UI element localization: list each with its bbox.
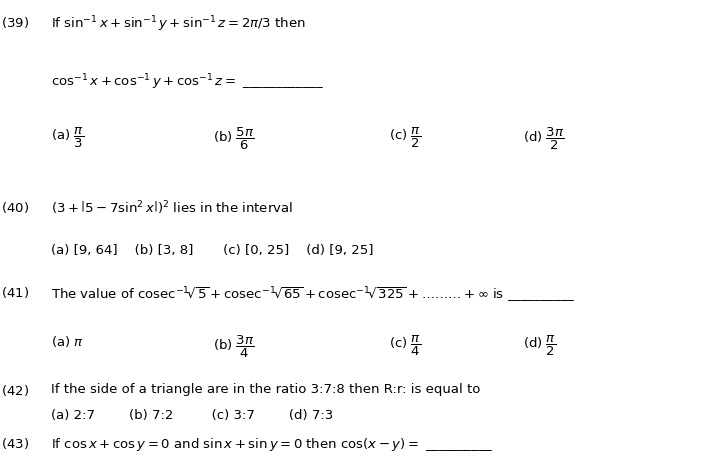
Text: (c) $\dfrac{\pi}{4}$: (c) $\dfrac{\pi}{4}$ xyxy=(389,334,421,358)
Text: If $\sin^{-1}x+\sin^{-1}y+\sin^{-1}z=2\pi/3$ then: If $\sin^{-1}x+\sin^{-1}y+\sin^{-1}z=2\p… xyxy=(51,15,306,34)
Text: If the side of a triangle are in the ratio 3:7:8 then R:r: is equal to: If the side of a triangle are in the rat… xyxy=(51,383,480,396)
Text: (a) [9, 64]    (b) [3, 8]       (c) [0, 25]    (d) [9, 25]: (a) [9, 64] (b) [3, 8] (c) [0, 25] (d) [… xyxy=(51,244,373,257)
Text: (a) $\dfrac{\pi}{3}$: (a) $\dfrac{\pi}{3}$ xyxy=(51,126,84,150)
Text: (b) $\dfrac{5\pi}{6}$: (b) $\dfrac{5\pi}{6}$ xyxy=(213,126,254,152)
Text: (a) $\pi$: (a) $\pi$ xyxy=(51,334,84,349)
Text: (a) 2:7        (b) 7:2         (c) 3:7        (d) 7:3: (a) 2:7 (b) 7:2 (c) 3:7 (d) 7:3 xyxy=(51,409,333,423)
Text: (d) $\dfrac{\pi}{2}$: (d) $\dfrac{\pi}{2}$ xyxy=(523,334,556,358)
Text: $(41)$: $(41)$ xyxy=(1,285,29,300)
Text: $(43)$: $(43)$ xyxy=(1,436,29,451)
Text: $\left(3+\left|5-7\sin^{2}x\right|\right)^{2}$ lies in the interval: $\left(3+\left|5-7\sin^{2}x\right|\right… xyxy=(51,200,293,218)
Text: $(40)$: $(40)$ xyxy=(1,200,29,215)
Text: $(39)$: $(39)$ xyxy=(1,15,29,30)
Text: (c) $\dfrac{\pi}{2}$: (c) $\dfrac{\pi}{2}$ xyxy=(389,126,421,150)
Text: $\cos^{-1}x+\cos^{-1}y+\cos^{-1}z=$ ____________: $\cos^{-1}x+\cos^{-1}y+\cos^{-1}z=$ ____… xyxy=(51,73,324,92)
Text: (b) $\dfrac{3\pi}{4}$: (b) $\dfrac{3\pi}{4}$ xyxy=(213,334,254,360)
Text: If $\cos x+\cos y=0$ and $\sin x+\sin y=0$ then $\cos(x-y)=$ __________: If $\cos x+\cos y=0$ and $\sin x+\sin y=… xyxy=(51,436,493,453)
Text: (d) $\dfrac{3\pi}{2}$: (d) $\dfrac{3\pi}{2}$ xyxy=(523,126,564,152)
Text: $(42)$: $(42)$ xyxy=(1,383,29,398)
Text: The value of $\mathrm{cosec}^{-1}\!\sqrt{5}+\mathrm{cosec}^{-1}\!\sqrt{65}+\math: The value of $\mathrm{cosec}^{-1}\!\sqrt… xyxy=(51,285,575,303)
